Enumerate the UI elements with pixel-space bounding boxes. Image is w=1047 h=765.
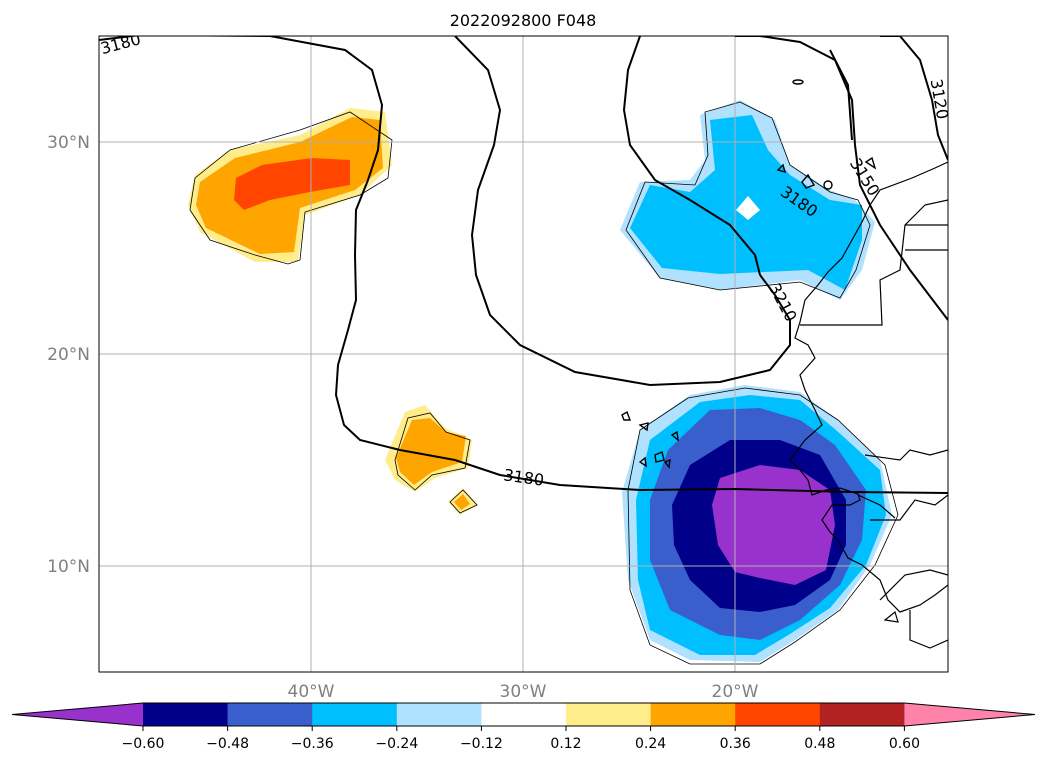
positive-anomaly-northwest <box>188 108 393 265</box>
lat-label: 20°N <box>47 345 90 365</box>
colorbar-tick-label: −0.12 <box>460 736 503 752</box>
colorbar-tick-label: 0.24 <box>635 736 666 752</box>
colorbar-segment <box>312 703 398 726</box>
figure-title: 2022092800 F048 <box>450 11 597 30</box>
coastlines <box>789 161 948 649</box>
colorbar-tick-label: 0.12 <box>550 736 581 752</box>
colorbar-segment <box>481 703 567 726</box>
colorbar-segment <box>396 703 482 726</box>
positive-anomaly-south <box>385 405 478 515</box>
colorbar-segment <box>566 703 652 726</box>
contour-label: 3120 <box>927 77 953 120</box>
colorbar-segment <box>143 703 229 726</box>
colorbar-segment <box>819 703 905 726</box>
lon-label: 20°W <box>712 682 759 702</box>
negative-anomaly-west-africa <box>622 385 899 665</box>
colorbar: −0.60 −0.48 −0.36 −0.24 −0.12 0.12 0.24 0.36 0.4… <box>11 702 1036 752</box>
colorbar-tick-label: −0.48 <box>206 736 249 752</box>
colorbar-segment <box>735 703 821 726</box>
colorbar-extension-high <box>904 703 1035 726</box>
height-contours <box>99 36 948 494</box>
colorbar-segment <box>227 703 313 726</box>
colorbar-tick-label: −0.60 <box>122 736 165 752</box>
lon-label: 40°W <box>288 682 335 702</box>
map-frame <box>98 35 949 673</box>
colorbar-tick-label: 0.36 <box>720 736 751 752</box>
colorbar-segment <box>650 703 736 726</box>
lat-label: 10°N <box>47 557 90 577</box>
colorbar-extension-low <box>12 703 143 726</box>
islands <box>621 79 877 469</box>
graticule <box>99 36 948 672</box>
colorbar-tick-label: −0.36 <box>291 736 334 752</box>
negative-anomaly-north <box>620 100 875 300</box>
lon-label: 30°W <box>500 682 547 702</box>
lat-label: 30°N <box>47 133 90 153</box>
colorbar-tick-label: 0.60 <box>889 736 920 752</box>
colorbar-tick-label: −0.24 <box>375 736 418 752</box>
colorbar-tick-label: 0.48 <box>804 736 835 752</box>
